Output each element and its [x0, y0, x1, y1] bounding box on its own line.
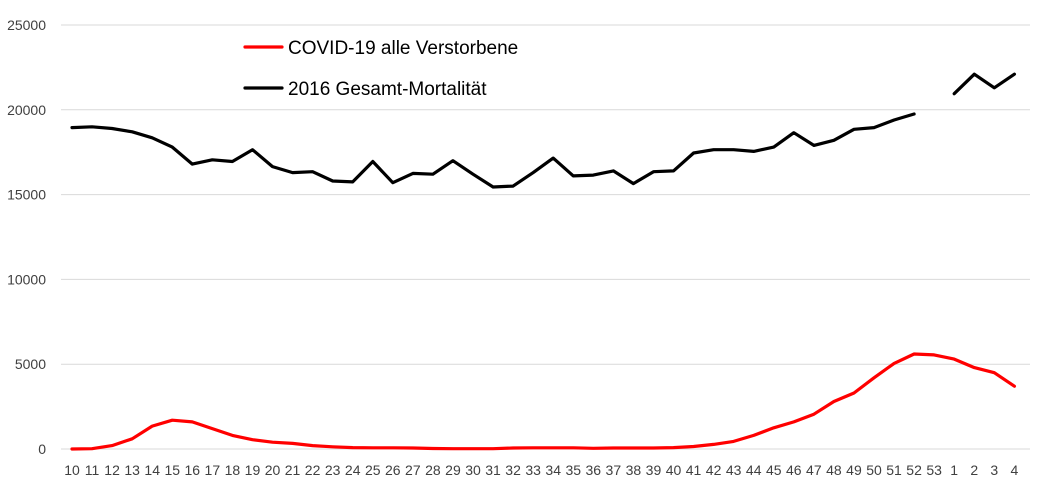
x-tick-label: 33	[525, 462, 541, 478]
x-tick-label: 47	[806, 462, 822, 478]
x-tick-label: 28	[425, 462, 441, 478]
x-tick-label: 53	[926, 462, 942, 478]
x-tick-label: 18	[225, 462, 241, 478]
x-tick-label: 50	[866, 462, 882, 478]
x-tick-label: 4	[1010, 462, 1018, 478]
x-tick-label: 43	[726, 462, 742, 478]
x-tick-label: 52	[906, 462, 922, 478]
x-tick-label: 21	[285, 462, 301, 478]
y-tick-label: 0	[38, 441, 46, 457]
series-line-covid19-deaths	[70, 352, 1016, 451]
x-tick-label: 30	[465, 462, 481, 478]
x-tick-label: 13	[124, 462, 140, 478]
x-tick-label: 29	[445, 462, 461, 478]
x-tick-label: 16	[185, 462, 201, 478]
y-axis-ticks: 0 5000 10000 15000 20000 25000	[7, 17, 46, 457]
x-tick-label: 46	[786, 462, 802, 478]
x-tick-label: 34	[545, 462, 561, 478]
x-tick-label: 35	[565, 462, 581, 478]
x-tick-label: 15	[164, 462, 180, 478]
legend-label: COVID-19 alle Verstorbene	[288, 38, 518, 59]
x-tick-label: 20	[265, 462, 281, 478]
x-tick-label: 1	[950, 462, 958, 478]
x-tick-label: 42	[706, 462, 722, 478]
x-tick-label: 22	[305, 462, 321, 478]
series-line-mortality-2016	[70, 72, 1016, 189]
legend-label: 2016 Gesamt-Mortalität	[288, 79, 487, 100]
x-tick-label: 17	[205, 462, 221, 478]
x-tick-label: 2	[970, 462, 978, 478]
y-tick-label: 20000	[7, 102, 46, 118]
x-tick-label: 23	[325, 462, 341, 478]
x-tick-label: 41	[686, 462, 702, 478]
x-tick-label: 12	[104, 462, 120, 478]
x-tick-label: 19	[245, 462, 261, 478]
x-tick-label: 45	[766, 462, 782, 478]
x-tick-label: 26	[385, 462, 401, 478]
x-tick-label: 39	[646, 462, 662, 478]
legend: COVID-19 alle Verstorbene 2016 Gesamt-Mor…	[243, 38, 518, 100]
series-lines	[70, 72, 1016, 451]
x-tick-label: 31	[485, 462, 501, 478]
y-tick-label: 5000	[15, 356, 46, 372]
x-tick-label: 27	[405, 462, 421, 478]
x-tick-label: 38	[626, 462, 642, 478]
legend-item: COVID-19 alle Verstorbene	[243, 38, 518, 59]
x-tick-label: 49	[846, 462, 862, 478]
y-tick-label: 15000	[7, 187, 46, 203]
x-tick-label: 36	[586, 462, 602, 478]
y-tick-label: 25000	[7, 17, 46, 33]
gridlines	[61, 24, 1030, 450]
x-tick-label: 32	[505, 462, 521, 478]
x-tick-label: 24	[345, 462, 361, 478]
y-tick-label: 10000	[7, 271, 46, 287]
x-tick-label: 3	[990, 462, 998, 478]
x-tick-label: 10	[64, 462, 80, 478]
x-tick-label: 48	[826, 462, 842, 478]
x-tick-label: 37	[606, 462, 622, 478]
x-tick-label: 25	[365, 462, 381, 478]
x-tick-label: 44	[746, 462, 762, 478]
legend-item: 2016 Gesamt-Mortalität	[243, 79, 487, 100]
x-tick-label: 11	[85, 462, 100, 478]
x-tick-label: 40	[666, 462, 682, 478]
x-tick-label: 14	[144, 462, 160, 478]
x-tick-label: 51	[886, 462, 902, 478]
x-axis-ticks: 10 11 12 13 14 15 16 17 18 19 20 21 22 23 24 25 26 27 28 29…	[64, 462, 1018, 478]
